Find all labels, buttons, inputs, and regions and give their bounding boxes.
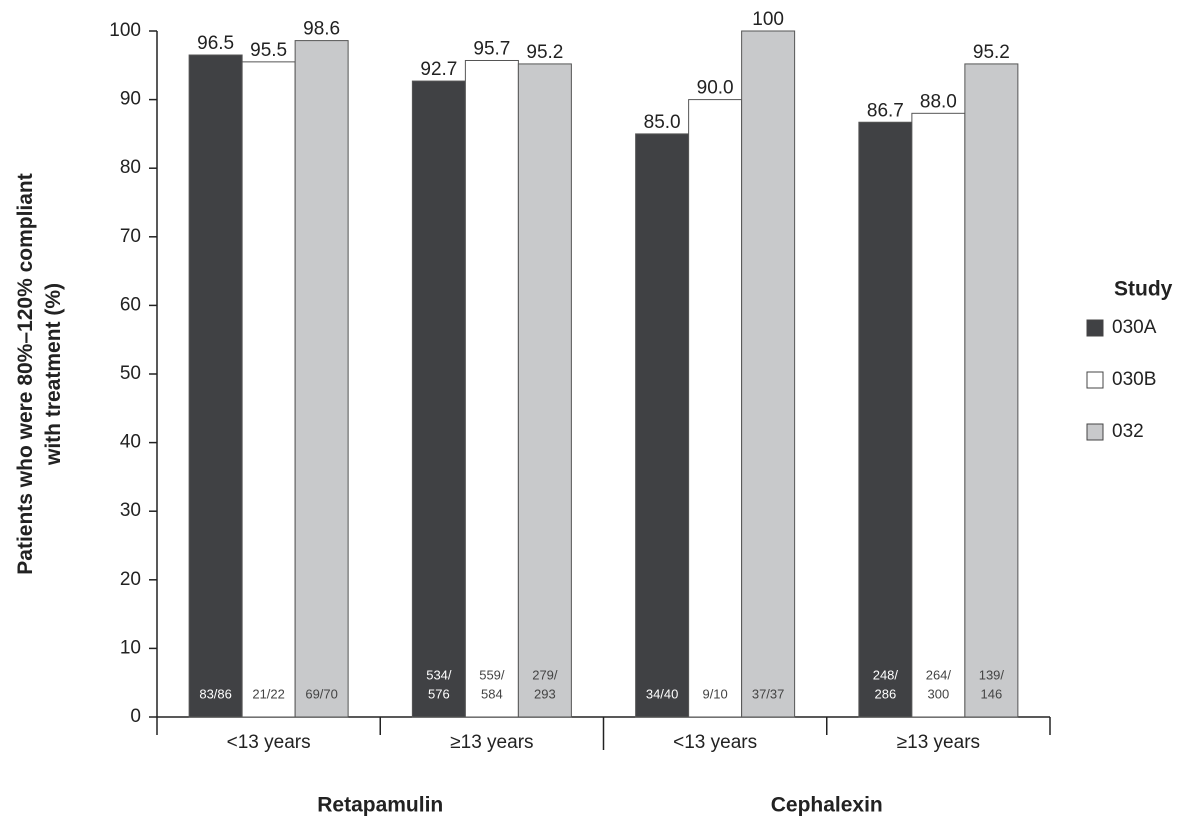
count-label: 279/ [532, 667, 558, 682]
y-tick-label: 60 [120, 294, 141, 315]
bar [964, 63, 1019, 718]
legend-swatch [1086, 371, 1104, 389]
value-label: 96.5 [197, 33, 234, 54]
y-tick-label: 40 [120, 432, 141, 453]
y-tick-label: 100 [109, 20, 141, 41]
bar [411, 80, 466, 718]
legend-label: 030A [1112, 317, 1157, 338]
value-label: 95.2 [526, 42, 563, 63]
count-label: 286 [875, 686, 897, 701]
count-label: 37/37 [752, 686, 785, 701]
y-tick-label: 90 [120, 89, 141, 110]
bar [241, 61, 296, 718]
bar [188, 54, 243, 718]
x-tick-label: <13 years [227, 732, 311, 753]
y-tick-label: 10 [120, 637, 141, 658]
value-label: 95.2 [973, 42, 1010, 63]
count-label: 576 [428, 686, 450, 701]
x-tick-label: <13 years [673, 732, 757, 753]
value-label: 88.0 [920, 91, 957, 112]
value-label: 95.7 [473, 39, 510, 60]
bar [858, 121, 913, 718]
value-label: 86.7 [867, 100, 904, 121]
legend-label: 030B [1112, 369, 1156, 390]
bar [911, 112, 966, 718]
count-label: 534/ [426, 667, 452, 682]
value-label: 98.6 [303, 19, 340, 40]
bar [741, 30, 796, 718]
y-tick-label: 0 [130, 706, 141, 727]
bar [635, 133, 690, 718]
x-tick-label: ≥13 years [450, 732, 533, 753]
x-tick-label: ≥13 years [897, 732, 980, 753]
legend-swatch [1086, 319, 1104, 337]
count-label: 264/ [926, 667, 952, 682]
count-label: 21/22 [252, 686, 285, 701]
y-tick-label: 50 [120, 363, 141, 384]
value-label: 100 [752, 9, 784, 30]
legend-label: 032 [1112, 421, 1144, 442]
count-label: 293 [534, 686, 556, 701]
value-label: 85.0 [644, 112, 681, 133]
legend-title: Study [1114, 278, 1173, 301]
count-label: 69/70 [305, 686, 338, 701]
count-label: 139/ [979, 667, 1005, 682]
count-label: 9/10 [702, 686, 727, 701]
count-label: 300 [928, 686, 950, 701]
value-label: 90.0 [697, 78, 734, 99]
legend-swatch [1086, 423, 1104, 441]
count-label: 248/ [873, 667, 899, 682]
count-label: 146 [981, 686, 1003, 701]
y-tick-label: 70 [120, 226, 141, 247]
y-axis-label-line: with treatment (%) [42, 283, 65, 466]
group-label: Retapamulin [317, 794, 443, 817]
count-label: 83/86 [199, 686, 232, 701]
count-label: 559/ [479, 667, 505, 682]
y-tick-label: 20 [120, 569, 141, 590]
bar [517, 63, 572, 718]
bar [294, 40, 349, 718]
y-tick-label: 80 [120, 157, 141, 178]
y-axis-label: Patients who were 80%–120% compliant with… [14, 173, 65, 574]
bar [688, 99, 743, 718]
count-label: 34/40 [646, 686, 679, 701]
value-label: 95.5 [250, 40, 287, 61]
bar [464, 59, 519, 718]
value-label: 92.7 [420, 59, 457, 80]
y-tick-label: 30 [120, 500, 141, 521]
y-axis-label-line: Patients who were 80%–120% compliant [14, 173, 37, 574]
count-label: 584 [481, 686, 503, 701]
group-label: Cephalexin [771, 794, 883, 817]
